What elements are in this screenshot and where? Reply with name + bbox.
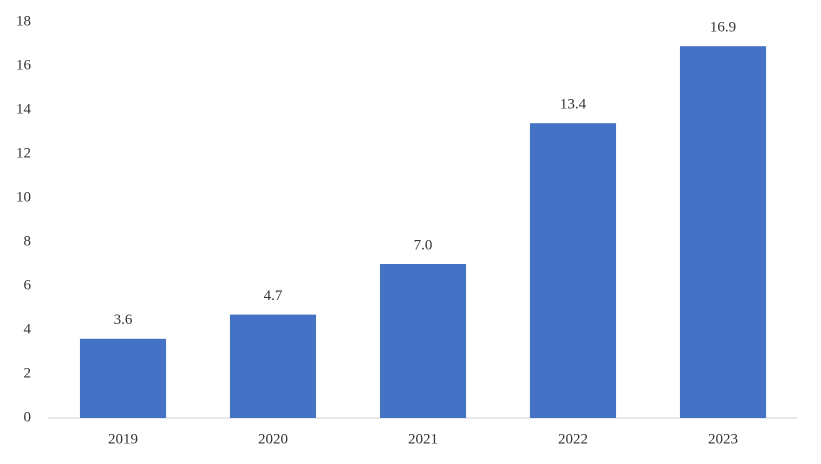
bar (79, 338, 167, 418)
bar (679, 46, 767, 418)
value-label: 16.9 (710, 20, 736, 36)
y-tick-label: 18 (16, 13, 31, 29)
bar (529, 123, 617, 418)
y-tick-label: 8 (24, 233, 32, 249)
value-label: 3.6 (114, 312, 133, 328)
x-tick-label: 2019 (108, 431, 138, 447)
x-tick-label: 2022 (558, 431, 588, 447)
x-tick-label: 2020 (258, 431, 288, 447)
y-tick-label: 10 (16, 189, 31, 205)
bar (379, 264, 467, 418)
value-label: 4.7 (264, 288, 283, 304)
y-tick-label: 12 (16, 145, 31, 161)
value-label: 7.0 (414, 237, 433, 253)
y-tick-label: 14 (16, 101, 32, 117)
x-tick-label: 2023 (708, 431, 738, 447)
y-tick-label: 2 (24, 365, 32, 381)
y-tick-label: 16 (16, 57, 32, 73)
x-tick-label: 2021 (408, 431, 438, 447)
value-label: 13.4 (560, 97, 587, 113)
bar (229, 314, 317, 418)
y-tick-label: 4 (24, 321, 32, 337)
y-tick-label: 6 (24, 277, 32, 293)
y-tick-label: 0 (24, 409, 32, 425)
